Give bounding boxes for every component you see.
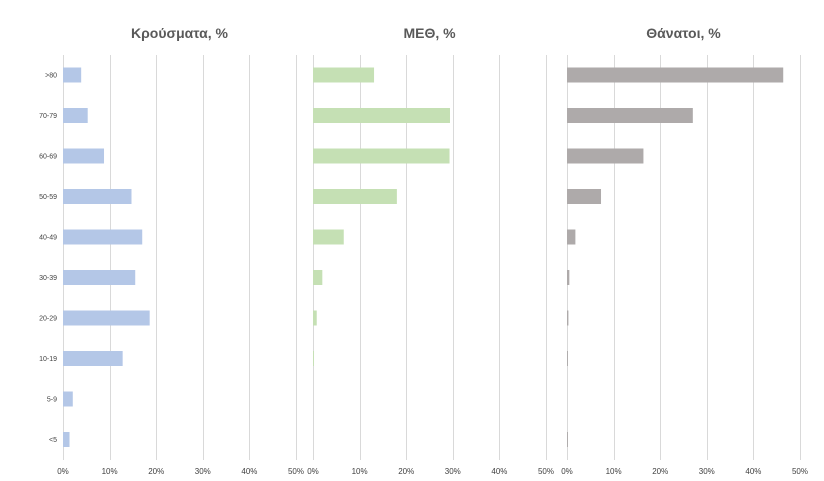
x-tick-label: 0% — [561, 467, 573, 476]
category-label: 10-19 — [39, 356, 57, 363]
x-tick-label: 30% — [445, 467, 461, 476]
bar — [63, 189, 132, 204]
bar — [63, 229, 143, 245]
bar — [63, 148, 105, 164]
bar — [313, 67, 375, 83]
x-tick-label: 40% — [241, 467, 257, 476]
bar — [313, 148, 450, 164]
x-tick-label: 40% — [491, 467, 507, 476]
category-label: 70-79 — [39, 113, 57, 120]
bar — [63, 67, 82, 83]
bar — [313, 270, 323, 285]
panel-title: Θάνατοι, % — [646, 25, 721, 41]
bar — [63, 270, 136, 285]
category-label: 40-49 — [39, 235, 57, 242]
bar — [567, 67, 784, 83]
x-tick-label: 10% — [606, 467, 622, 476]
bar — [567, 310, 569, 326]
bar — [63, 310, 150, 326]
x-tick-label: 40% — [745, 467, 761, 476]
bar — [567, 189, 602, 204]
bar — [313, 310, 317, 326]
bar — [63, 391, 73, 407]
category-label: 20-29 — [39, 316, 57, 323]
bar — [63, 432, 70, 447]
x-tick-label: 10% — [102, 467, 118, 476]
bar — [63, 351, 123, 366]
x-tick-label: 0% — [307, 467, 319, 476]
bar — [313, 351, 314, 366]
category-label: >80 — [45, 73, 57, 80]
category-label: 30-39 — [39, 275, 57, 282]
bar — [567, 432, 568, 447]
x-tick-label: 20% — [148, 467, 164, 476]
category-label: 60-69 — [39, 154, 57, 161]
x-tick-label: 0% — [57, 467, 69, 476]
x-tick-label: 20% — [398, 467, 414, 476]
bar — [567, 229, 576, 245]
bar — [567, 108, 693, 123]
bar — [313, 108, 451, 123]
x-tick-label: 50% — [288, 467, 304, 476]
category-label: 5-9 — [47, 397, 57, 404]
bar — [567, 148, 644, 164]
bar — [63, 108, 88, 123]
x-tick-label: 30% — [195, 467, 211, 476]
panel-title: ΜΕΘ, % — [403, 25, 456, 41]
x-tick-label: 30% — [699, 467, 715, 476]
category-label: <5 — [49, 437, 57, 444]
bar — [313, 189, 397, 204]
x-tick-label: 10% — [352, 467, 368, 476]
bar — [567, 270, 570, 285]
category-label: 50-59 — [39, 194, 57, 201]
bar — [313, 229, 344, 245]
x-tick-label: 50% — [792, 467, 808, 476]
x-tick-label: 50% — [538, 467, 554, 476]
x-tick-label: 20% — [652, 467, 668, 476]
bar — [567, 351, 568, 366]
panel-title: Κρούσματα, % — [131, 25, 228, 41]
